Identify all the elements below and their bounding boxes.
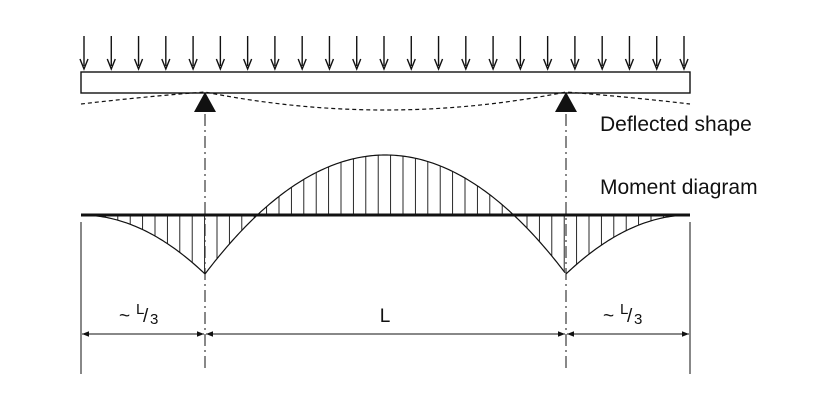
load-arrow-head bbox=[215, 58, 226, 71]
left-support bbox=[194, 92, 216, 112]
deflected-shape-curve bbox=[80, 91, 691, 111]
load-arrow-head bbox=[570, 58, 580, 71]
load-arrow-head bbox=[106, 58, 116, 71]
left-overhang-dimension-label: ~ L / 3 bbox=[119, 301, 158, 328]
load-arrow-head bbox=[270, 58, 280, 71]
deflected-shape-label: Deflected shape bbox=[600, 113, 752, 136]
svg-text:~: ~ bbox=[603, 306, 614, 327]
load-arrow-head bbox=[597, 58, 607, 71]
svg-text:L: L bbox=[136, 301, 144, 318]
moment-diagram-label: Moment diagram bbox=[600, 176, 758, 199]
load-arrow-head bbox=[379, 58, 389, 71]
beam bbox=[80, 71, 691, 94]
center-span-dimension-label: L bbox=[380, 306, 391, 327]
load-arrow-head bbox=[188, 58, 198, 71]
load-arrow-head bbox=[488, 58, 498, 71]
load-arrow-head bbox=[242, 58, 253, 71]
load-arrow-head bbox=[133, 58, 144, 71]
right-support bbox=[555, 92, 577, 112]
load-arrow-head bbox=[433, 58, 444, 71]
load-arrow-head bbox=[161, 58, 171, 71]
svg-text:3: 3 bbox=[634, 311, 642, 328]
moment-diagram-hatching bbox=[104, 155, 664, 274]
svg-text:3: 3 bbox=[150, 311, 158, 328]
svg-text:/: / bbox=[627, 306, 633, 327]
svg-text:/: / bbox=[143, 306, 149, 327]
load-arrow-head bbox=[542, 58, 553, 71]
load-arrow-head bbox=[515, 58, 526, 71]
moment-diagram-curve bbox=[80, 154, 691, 275]
distributed-load-arrows bbox=[79, 36, 689, 71]
load-arrow-head bbox=[624, 58, 635, 71]
load-arrow-head bbox=[324, 58, 335, 71]
load-arrow-head bbox=[461, 58, 471, 71]
svg-text:L: L bbox=[620, 301, 628, 318]
load-arrow-head bbox=[79, 58, 89, 71]
svg-text:~: ~ bbox=[119, 306, 130, 327]
load-arrow-head bbox=[297, 58, 307, 71]
right-overhang-dimension-label: ~ L / 3 bbox=[603, 301, 642, 328]
load-arrow-head bbox=[652, 58, 662, 71]
load-arrow-head bbox=[679, 58, 689, 71]
load-arrow-head bbox=[406, 58, 416, 71]
load-arrow-head bbox=[352, 58, 362, 71]
